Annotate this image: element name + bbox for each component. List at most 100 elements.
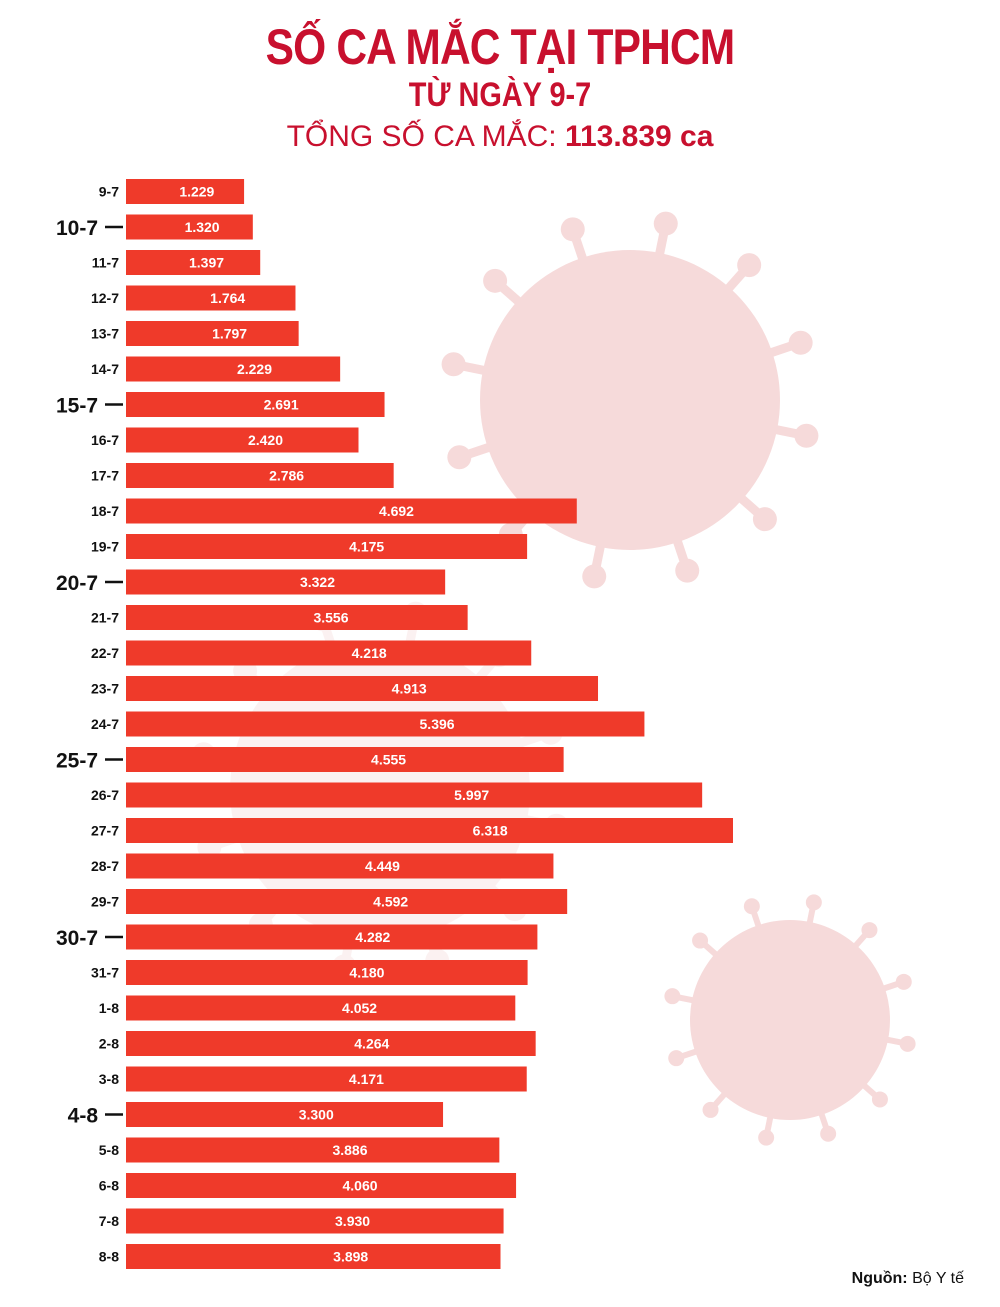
category-label: 9-7 xyxy=(99,184,119,200)
chart-title: SỐ CA MẮC TẠI TPHCM xyxy=(265,19,735,75)
bar-value-label: 4.592 xyxy=(373,894,408,910)
category-label: 12-7 xyxy=(91,290,119,306)
bar-value-label: 3.886 xyxy=(332,1142,367,1158)
total-value: 113.839 ca xyxy=(564,120,714,153)
bar xyxy=(126,853,554,879)
bar-value-label: 5.396 xyxy=(420,716,455,732)
bar xyxy=(126,924,538,950)
bar-value-label: 4.052 xyxy=(342,1000,377,1016)
total-label: TỔNG SỐ CA MẮC: xyxy=(286,120,557,153)
bar xyxy=(126,250,261,275)
category-label: 27-7 xyxy=(91,823,119,839)
bar-value-label: 2.786 xyxy=(269,468,304,484)
category-label: 13-7 xyxy=(91,326,119,342)
bar-value-label: 4.060 xyxy=(343,1178,378,1194)
category-label: 21-7 xyxy=(91,610,119,626)
bar xyxy=(126,640,532,666)
bar xyxy=(126,214,253,240)
source-label: Nguồn: xyxy=(851,1270,908,1287)
bar-value-label: 1.229 xyxy=(179,184,214,200)
category-label: 23-7 xyxy=(91,681,119,697)
category-label: 19-7 xyxy=(91,539,119,555)
bar xyxy=(126,1173,517,1198)
category-label-highlight: 20-7 xyxy=(56,572,98,595)
source-note: Nguồn: Bộ Y tế xyxy=(852,1270,964,1288)
bar xyxy=(126,782,703,808)
bar xyxy=(126,889,568,914)
chart-subtitle: TỪ NGÀY 9-7 xyxy=(408,76,592,114)
bar xyxy=(126,392,385,417)
category-label: 24-7 xyxy=(91,716,119,732)
bar xyxy=(126,321,299,346)
source-value: Bộ Y tế xyxy=(912,1270,964,1287)
category-label: 3-8 xyxy=(99,1071,119,1087)
bar-value-label: 4.913 xyxy=(392,681,427,697)
category-label: 11-7 xyxy=(92,255,119,271)
bar-value-label: 3.898 xyxy=(333,1249,368,1265)
bar-value-label: 5.997 xyxy=(454,787,489,803)
category-label: 22-7 xyxy=(91,645,119,661)
bar xyxy=(126,747,564,772)
bar xyxy=(126,463,394,488)
bar xyxy=(126,534,528,559)
bar xyxy=(126,995,516,1021)
bar-value-label: 3.930 xyxy=(335,1213,370,1229)
category-label: 6-8 xyxy=(99,1178,119,1194)
category-label: 8-8 xyxy=(99,1249,119,1265)
bar-value-label: 4.180 xyxy=(349,965,384,981)
bar xyxy=(126,605,468,630)
bar-value-label: 6.318 xyxy=(473,823,508,839)
bar xyxy=(126,356,341,382)
bar xyxy=(126,818,733,843)
category-label: 29-7 xyxy=(91,894,119,910)
category-label: 1-8 xyxy=(99,1000,119,1016)
bar xyxy=(126,676,599,701)
category-label: 16-7 xyxy=(91,432,119,448)
bar-value-label: 4.555 xyxy=(371,752,406,768)
bar-value-label: 4.449 xyxy=(365,858,400,874)
category-label-highlight: 10-7 xyxy=(56,217,98,240)
bar xyxy=(126,498,577,524)
bar xyxy=(126,427,359,453)
bar xyxy=(126,960,528,985)
bar-value-label: 4.218 xyxy=(352,645,387,661)
category-label: 31-7 xyxy=(91,965,119,981)
category-label: 14-7 xyxy=(91,361,119,377)
virus-shape-small xyxy=(664,894,916,1146)
bar xyxy=(126,179,245,204)
category-label: 2-8 xyxy=(99,1036,119,1052)
bar xyxy=(126,285,296,311)
category-label: 18-7 xyxy=(91,503,119,519)
bar xyxy=(126,1031,536,1056)
category-label-highlight: 30-7 xyxy=(56,927,98,950)
bar-value-label: 2.691 xyxy=(264,397,299,413)
category-label-highlight: 4-8 xyxy=(68,1105,99,1128)
bar xyxy=(126,1102,444,1127)
bar-value-label: 3.556 xyxy=(313,610,348,626)
bar xyxy=(126,1137,500,1163)
bar xyxy=(126,1208,504,1234)
bar-value-label: 4.264 xyxy=(354,1036,389,1052)
bar-value-label: 1.320 xyxy=(185,219,220,235)
bar xyxy=(126,1066,527,1092)
bar-value-label: 1.797 xyxy=(212,326,247,342)
bar-value-label: 2.229 xyxy=(237,361,272,377)
bar-value-label: 4.175 xyxy=(349,539,384,555)
category-label: 7-8 xyxy=(99,1213,119,1229)
category-label: 5-8 xyxy=(99,1142,119,1158)
bar-value-label: 2.420 xyxy=(248,432,283,448)
bar xyxy=(126,569,446,595)
bar-value-label: 1.764 xyxy=(210,290,245,306)
bar-value-label: 3.322 xyxy=(300,574,335,590)
category-label: 17-7 xyxy=(91,468,119,484)
bar xyxy=(126,711,645,737)
bar-value-label: 4.692 xyxy=(379,503,414,519)
bar xyxy=(126,1244,501,1269)
bar-value-label: 1.397 xyxy=(189,255,224,271)
category-label-highlight: 25-7 xyxy=(56,750,98,773)
category-label: 26-7 xyxy=(91,787,119,803)
bar-value-label: 3.300 xyxy=(299,1107,334,1123)
bar-value-label: 4.282 xyxy=(355,929,390,945)
category-label: 28-7 xyxy=(91,858,119,874)
